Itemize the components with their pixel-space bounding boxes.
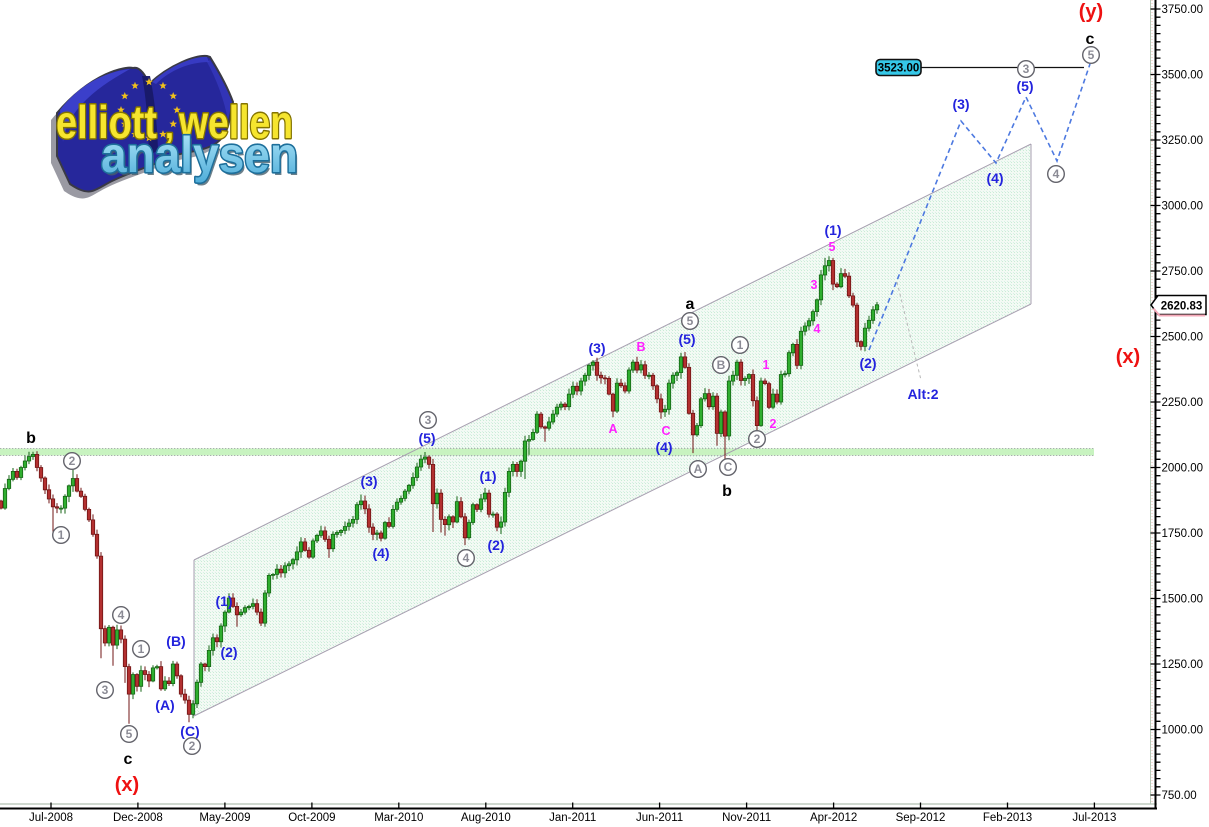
- svg-text:1: 1: [58, 528, 65, 542]
- svg-text:(2): (2): [487, 537, 504, 553]
- svg-text:4: 4: [118, 608, 125, 622]
- svg-text:3523.00: 3523.00: [878, 63, 920, 75]
- svg-text:analysen: analysen: [103, 130, 300, 186]
- svg-text:(2): (2): [220, 644, 237, 660]
- svg-text:b: b: [26, 430, 36, 447]
- svg-text:Dec-2008: Dec-2008: [113, 812, 163, 824]
- svg-text:(5): (5): [1016, 78, 1033, 94]
- svg-text:(4): (4): [655, 439, 672, 455]
- svg-text:3750.00: 3750.00: [1162, 4, 1204, 16]
- svg-text:1000.00: 1000.00: [1162, 725, 1204, 737]
- svg-text:(1): (1): [479, 468, 496, 484]
- svg-text:(C): (C): [180, 723, 199, 739]
- svg-text:(x): (x): [115, 774, 139, 796]
- svg-text:750.00: 750.00: [1162, 790, 1197, 802]
- svg-text:wellen: wellen: [178, 96, 293, 148]
- svg-text:a: a: [686, 296, 695, 313]
- svg-text:3500.00: 3500.00: [1162, 70, 1204, 82]
- svg-text:Oct-2009: Oct-2009: [288, 812, 335, 824]
- svg-text:1: 1: [138, 642, 145, 656]
- svg-text:A: A: [694, 462, 703, 476]
- svg-text:C: C: [724, 460, 733, 474]
- svg-text:Feb-2013: Feb-2013: [983, 812, 1032, 824]
- svg-text:3: 3: [102, 683, 109, 697]
- svg-text:2250.00: 2250.00: [1162, 397, 1204, 409]
- svg-text:Aug-2010: Aug-2010: [461, 812, 511, 824]
- svg-text:(3): (3): [952, 96, 969, 112]
- svg-text:2: 2: [770, 417, 777, 431]
- svg-text:3000.00: 3000.00: [1162, 201, 1204, 213]
- svg-text:2000.00: 2000.00: [1162, 463, 1204, 475]
- svg-text:5: 5: [126, 727, 133, 741]
- svg-text:(1): (1): [824, 222, 841, 238]
- svg-text:elliott: elliott: [56, 96, 157, 148]
- svg-text:2750.00: 2750.00: [1162, 266, 1204, 278]
- svg-text:(5): (5): [418, 430, 435, 446]
- svg-text:(3): (3): [588, 340, 605, 356]
- svg-text:3: 3: [425, 413, 432, 427]
- svg-text:2500.00: 2500.00: [1162, 332, 1204, 344]
- svg-text:(1): (1): [215, 593, 232, 609]
- svg-text:B: B: [636, 340, 645, 354]
- svg-text:analysen: analysen: [101, 127, 298, 183]
- svg-text:3: 3: [811, 278, 818, 292]
- svg-text:5: 5: [687, 314, 694, 328]
- svg-text:c: c: [1086, 31, 1095, 48]
- svg-text:(4): (4): [986, 170, 1003, 186]
- svg-text:2: 2: [69, 454, 76, 468]
- svg-text:(B): (B): [166, 633, 185, 649]
- svg-text:(3): (3): [360, 473, 377, 489]
- svg-text:1500.00: 1500.00: [1162, 594, 1204, 606]
- svg-text:(2): (2): [859, 355, 876, 371]
- svg-text:3: 3: [1023, 62, 1030, 76]
- svg-text:(4): (4): [372, 545, 389, 561]
- svg-text:,: ,: [165, 109, 174, 145]
- svg-text:5: 5: [829, 240, 836, 254]
- svg-text:Mar-2010: Mar-2010: [374, 812, 423, 824]
- svg-text:(y): (y): [1079, 1, 1103, 23]
- svg-text:May-2009: May-2009: [199, 812, 250, 824]
- svg-text:2620.83: 2620.83: [1161, 301, 1203, 313]
- svg-text:Jan-2011: Jan-2011: [549, 812, 596, 824]
- svg-text:Jul-2008: Jul-2008: [29, 812, 73, 824]
- svg-text:1: 1: [737, 338, 744, 352]
- svg-text:Jul-2013: Jul-2013: [1072, 812, 1116, 824]
- svg-text:2: 2: [754, 432, 761, 446]
- svg-text:2: 2: [189, 739, 196, 753]
- svg-text:4: 4: [1053, 167, 1060, 181]
- svg-text:A: A: [608, 422, 617, 436]
- svg-text:b: b: [722, 483, 732, 500]
- svg-text:c: c: [124, 751, 133, 768]
- svg-text:Nov-2011: Nov-2011: [722, 812, 771, 824]
- svg-text:1250.00: 1250.00: [1162, 659, 1204, 671]
- svg-text:Apr-2012: Apr-2012: [810, 812, 857, 824]
- svg-text:C: C: [661, 424, 670, 438]
- svg-text:(5): (5): [678, 331, 695, 347]
- svg-text:Jun-2011: Jun-2011: [636, 812, 683, 824]
- svg-text:Alt:2: Alt:2: [907, 386, 938, 402]
- svg-text:(A): (A): [155, 697, 174, 713]
- svg-text:B: B: [717, 358, 726, 372]
- svg-text:3250.00: 3250.00: [1162, 135, 1204, 147]
- svg-text:4: 4: [814, 322, 821, 336]
- svg-text:Sep-2012: Sep-2012: [896, 812, 946, 824]
- svg-text:(x): (x): [1116, 346, 1140, 368]
- svg-text:1: 1: [763, 358, 770, 372]
- svg-text:4: 4: [463, 551, 470, 565]
- svg-text:5: 5: [1088, 48, 1095, 62]
- svg-text:1750.00: 1750.00: [1162, 528, 1204, 540]
